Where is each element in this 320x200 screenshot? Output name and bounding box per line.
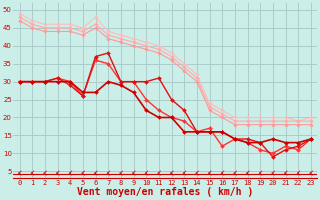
X-axis label: Vent moyen/en rafales ( km/h ): Vent moyen/en rafales ( km/h ): [77, 187, 253, 197]
